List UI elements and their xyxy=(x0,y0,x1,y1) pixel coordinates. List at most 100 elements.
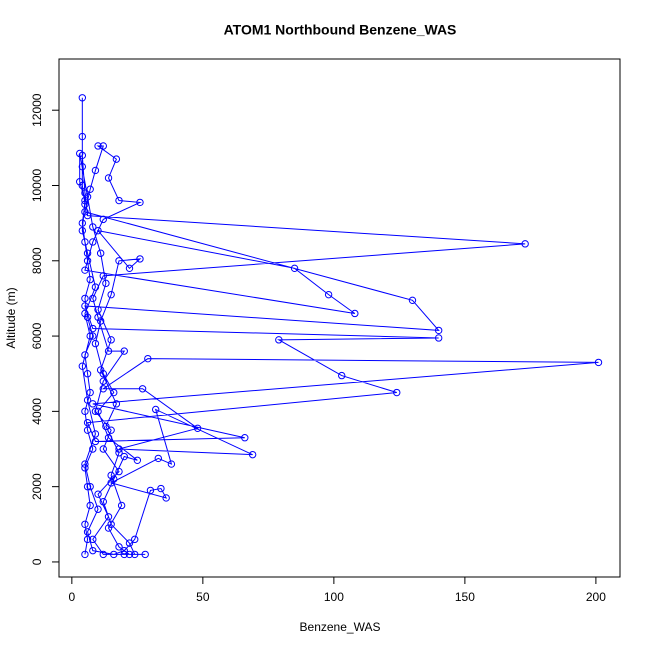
data-point xyxy=(89,238,97,246)
data-point xyxy=(94,226,102,235)
data-point xyxy=(89,294,97,303)
data-point xyxy=(107,471,115,480)
y-tick-label: 12000 xyxy=(30,93,44,127)
data-point xyxy=(83,193,92,201)
data-point xyxy=(81,464,89,472)
data-point xyxy=(104,434,113,442)
data-point xyxy=(125,550,134,559)
data-point xyxy=(78,362,87,370)
data-point xyxy=(115,196,123,205)
data-point xyxy=(83,370,92,378)
data-point xyxy=(89,400,97,408)
y-tick-label: 4000 xyxy=(30,398,44,425)
data-point xyxy=(76,178,84,186)
data-point xyxy=(96,249,105,257)
data-point xyxy=(81,196,89,205)
data-point xyxy=(99,272,107,280)
data-point xyxy=(141,550,149,559)
data-point xyxy=(96,317,105,325)
data-point xyxy=(81,460,89,468)
data-point xyxy=(290,264,299,273)
data-point xyxy=(81,309,89,318)
data-point xyxy=(91,407,100,416)
data-point xyxy=(81,302,89,310)
data-point xyxy=(83,313,92,321)
data-point xyxy=(104,347,113,355)
y-tick-label: 8000 xyxy=(30,247,44,274)
data-point xyxy=(193,424,202,433)
data-point xyxy=(107,290,115,299)
y-tick-label: 2000 xyxy=(30,473,44,500)
data-point xyxy=(107,336,115,344)
data-point xyxy=(112,400,121,408)
data-point xyxy=(434,326,443,335)
data-point xyxy=(115,257,123,265)
data-point xyxy=(99,377,107,385)
data-point xyxy=(275,336,283,344)
data-point xyxy=(91,166,100,175)
y-tick-label: 10000 xyxy=(30,168,44,202)
data-point xyxy=(91,437,100,446)
data-point xyxy=(115,449,123,457)
data-point xyxy=(86,185,94,193)
data-point xyxy=(136,198,144,207)
data-point xyxy=(78,226,87,235)
data-point xyxy=(136,255,144,263)
data-point xyxy=(120,550,128,559)
data-point xyxy=(91,430,100,438)
data-point xyxy=(146,486,155,495)
data-point xyxy=(91,283,100,291)
y-tick-label: 6000 xyxy=(30,322,44,349)
data-point xyxy=(102,422,110,431)
chart-title: ATOM1 Northbound Benzene_WAS xyxy=(224,22,457,38)
data-point xyxy=(83,482,92,491)
data-point xyxy=(99,385,107,393)
data-point xyxy=(120,546,128,555)
data-point xyxy=(81,550,89,559)
y-axis-label: Altitude (m) xyxy=(4,287,18,348)
data-point xyxy=(81,208,89,216)
data-point xyxy=(83,528,92,536)
data-point xyxy=(107,520,115,528)
data-point xyxy=(86,332,94,340)
data-point xyxy=(89,546,97,555)
data-point xyxy=(324,290,333,299)
data-point xyxy=(81,238,89,246)
data-point xyxy=(120,452,128,461)
data-point xyxy=(81,407,89,416)
data-point xyxy=(86,275,94,284)
data-point xyxy=(83,257,92,265)
data-point xyxy=(133,456,142,464)
data-point xyxy=(162,494,170,502)
data-point xyxy=(99,445,107,453)
data-point xyxy=(110,550,118,559)
data-point xyxy=(91,339,100,348)
plot-frame xyxy=(58,58,621,578)
data-point xyxy=(115,543,123,551)
data-point xyxy=(83,426,92,434)
data-point xyxy=(99,142,107,150)
data-point xyxy=(521,240,529,248)
data-point xyxy=(94,407,102,416)
x-axis-label: Benzene_WAS xyxy=(300,620,381,634)
data-point xyxy=(110,388,118,397)
x-tick-label: 150 xyxy=(455,590,475,604)
data-point xyxy=(131,535,139,544)
data-point xyxy=(99,550,107,559)
data-point xyxy=(138,385,147,393)
data-point xyxy=(78,219,87,227)
data-point xyxy=(434,334,443,342)
data-point xyxy=(78,94,87,102)
data-point xyxy=(107,426,115,434)
data-point xyxy=(99,215,107,224)
data-point xyxy=(120,347,128,355)
data-point xyxy=(81,520,89,528)
data-point xyxy=(157,484,165,493)
data-point xyxy=(144,354,152,363)
data-point xyxy=(78,162,87,171)
data-point xyxy=(81,266,89,274)
data-point xyxy=(83,418,92,427)
data-point xyxy=(89,324,97,333)
data-point xyxy=(86,501,94,510)
